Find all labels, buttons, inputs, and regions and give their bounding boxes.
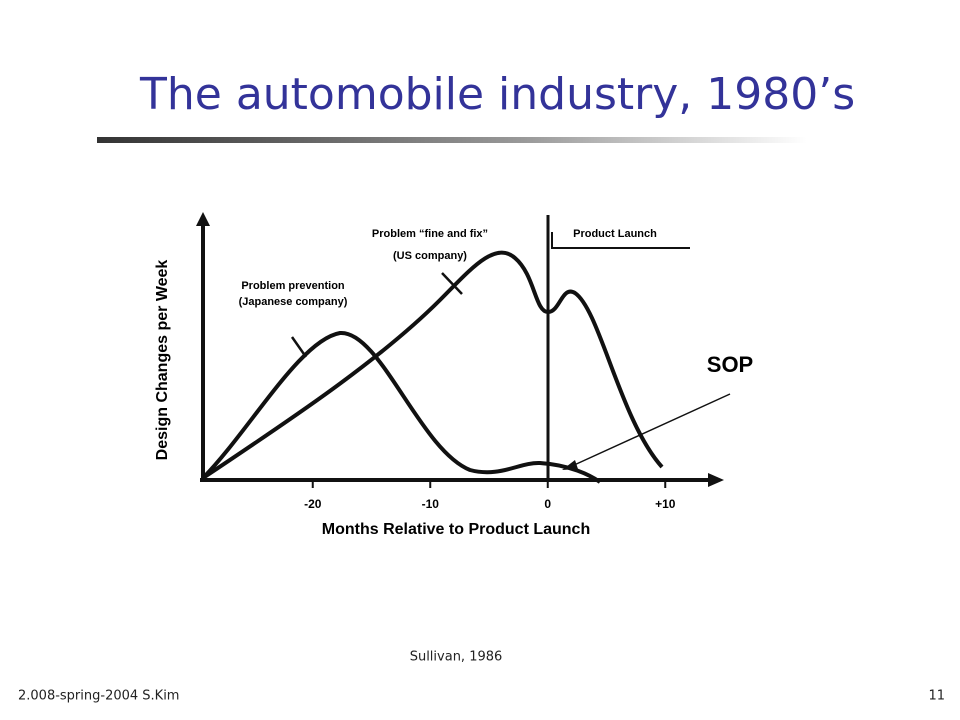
leader-line [290, 336, 308, 358]
x-axis-label: Months Relative to Product Launch [322, 521, 590, 538]
annotation: (US company) [393, 250, 467, 262]
sop-arrowhead [562, 460, 578, 470]
x-tick-label: +10 [655, 497, 676, 511]
y-axis-label: Design Changes per Week [154, 260, 171, 461]
page-number: 11 [928, 689, 945, 704]
annotation: (Japanese company) [239, 296, 348, 308]
figure: Problem prevention (Japanese company) Pr… [154, 212, 753, 538]
japanese-curve [201, 330, 602, 484]
x-tick-label: -10 [422, 497, 440, 511]
launch-bracket [551, 232, 690, 249]
x-tick-label: 0 [544, 497, 551, 511]
y-axis-arrow [196, 212, 210, 226]
source: Sullivan, 1986 [410, 650, 503, 665]
us-curve [201, 250, 664, 480]
annotation: SOP [707, 352, 753, 377]
footer: 2.008-spring-2004 S.Kim [18, 689, 179, 704]
annotation: Problem “fine and fix” [372, 228, 488, 240]
leader-line [441, 272, 463, 295]
sop-arrow [571, 393, 731, 467]
annotation: Problem prevention [241, 280, 345, 292]
x-axis-arrow [708, 473, 724, 487]
x-tick-label: -20 [304, 497, 322, 511]
slide-title: The automobile industry, 1980’s [139, 69, 855, 120]
annotation: Product Launch [573, 228, 657, 240]
title-underline [97, 137, 807, 143]
